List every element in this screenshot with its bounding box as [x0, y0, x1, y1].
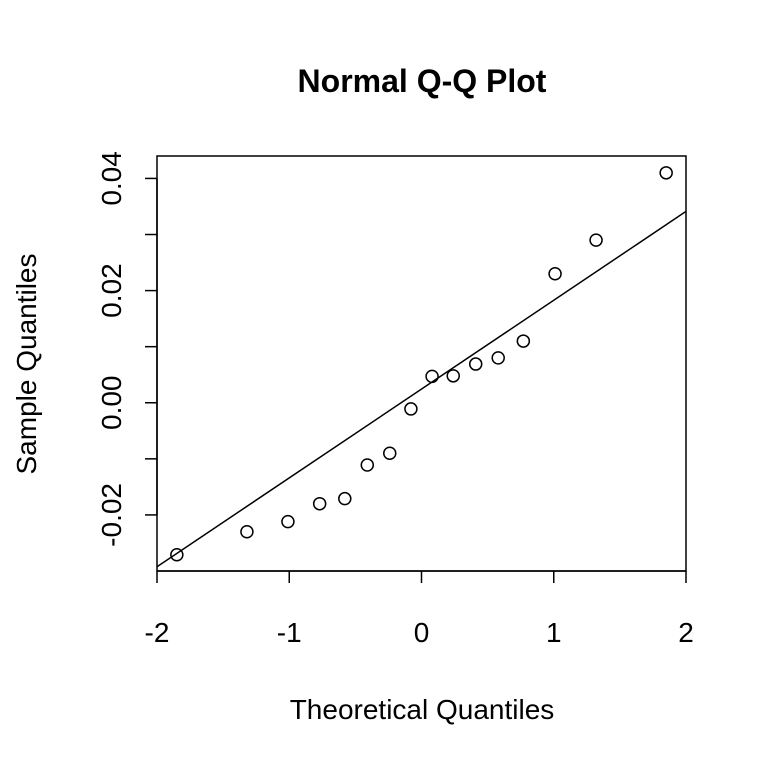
data-point	[446, 369, 460, 383]
y-tick-label: 0.00	[96, 376, 127, 431]
y-axis-label: Sample Quantiles	[11, 253, 42, 474]
data-points	[170, 166, 673, 562]
data-point	[281, 514, 295, 529]
x-tick-label: 1	[546, 617, 562, 648]
data-point	[383, 446, 397, 460]
data-point	[491, 351, 505, 365]
x-tick-label: -1	[277, 617, 302, 648]
data-point	[548, 267, 562, 281]
y-tick-label: 0.02	[96, 263, 127, 318]
data-point	[338, 491, 352, 506]
data-point	[589, 233, 603, 247]
x-axis-label: Theoretical Quantiles	[290, 694, 555, 725]
chart-title: Normal Q-Q Plot	[298, 63, 547, 99]
data-point	[312, 496, 327, 511]
x-tick-label: 2	[678, 617, 694, 648]
data-point	[404, 402, 418, 416]
data-point	[240, 524, 254, 539]
y-tick-label: -0.02	[96, 483, 127, 547]
data-point	[425, 369, 439, 384]
reference-line-group	[157, 210, 686, 568]
plot-frame	[156, 155, 687, 572]
y-axis: -0.02 0.00 0.02 0.04	[96, 151, 158, 547]
x-tick-label: 0	[414, 617, 430, 648]
y-tick-label: 0.04	[96, 151, 127, 206]
data-point	[170, 547, 184, 562]
data-point	[468, 357, 483, 371]
data-point	[516, 334, 531, 348]
data-point	[659, 166, 673, 180]
x-axis: -2 -1 0 1 2	[145, 570, 694, 648]
data-point	[360, 458, 375, 472]
qq-reference-line	[157, 210, 686, 568]
x-tick-label: -2	[145, 617, 170, 648]
